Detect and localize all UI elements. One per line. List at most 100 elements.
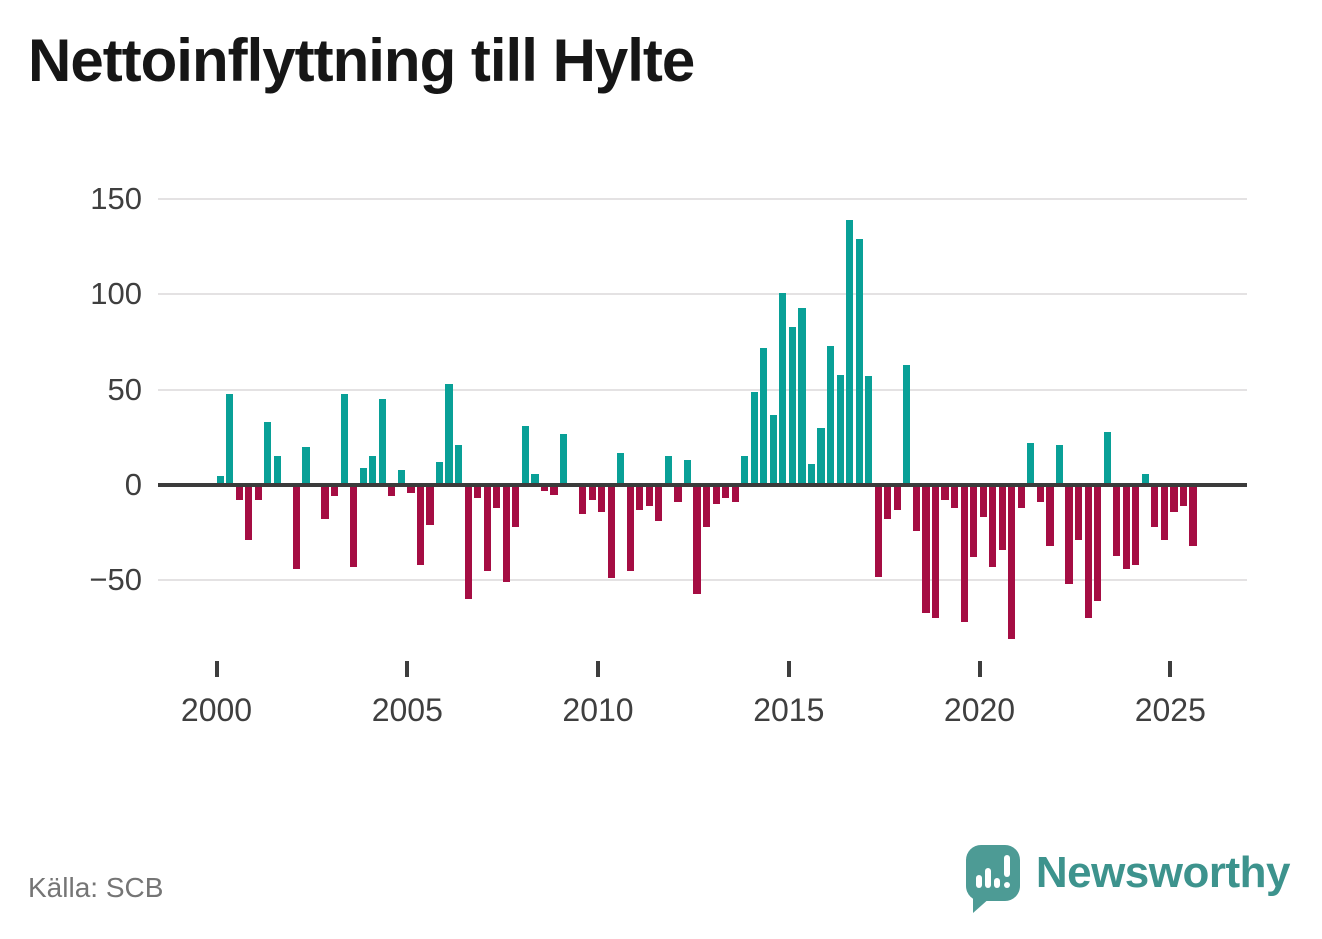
bar <box>550 485 558 495</box>
bar <box>273 456 281 485</box>
bar <box>645 485 653 506</box>
bar <box>254 485 262 501</box>
bar <box>540 485 549 491</box>
bar <box>855 239 863 485</box>
bar <box>617 452 625 485</box>
bar <box>1189 485 1197 546</box>
bar <box>807 464 816 485</box>
x-axis-tick <box>977 661 982 677</box>
logo-chart-bar <box>975 875 982 888</box>
bar <box>788 326 797 485</box>
zero-line <box>158 483 1247 487</box>
x-axis-tick <box>214 661 219 677</box>
bar <box>588 485 596 501</box>
bar <box>559 433 568 485</box>
y-axis-label: −50 <box>89 562 142 598</box>
bar <box>1046 485 1054 546</box>
logo-exclamation-dot <box>1003 882 1010 888</box>
x-axis-label: 2010 <box>562 692 634 728</box>
x-axis-tick <box>1168 661 1173 677</box>
bar <box>302 446 310 485</box>
bar <box>893 485 901 510</box>
bar <box>1179 485 1188 506</box>
bar <box>979 485 987 518</box>
bar <box>1170 485 1178 512</box>
y-axis-label: 50 <box>107 371 142 407</box>
bar <box>1141 473 1149 485</box>
bar <box>1160 485 1169 541</box>
bar <box>397 469 405 485</box>
bar <box>474 485 482 499</box>
chart-title: Nettoinflyttning till Hylte <box>28 27 695 94</box>
bar <box>760 347 768 485</box>
bar <box>598 485 606 512</box>
logo-chart-bar <box>993 878 1000 888</box>
x-axis-label: 2020 <box>943 692 1016 728</box>
bar <box>674 485 682 503</box>
bar <box>483 485 491 571</box>
bar <box>655 485 663 522</box>
bar <box>359 467 367 485</box>
bar <box>426 485 434 525</box>
bar <box>435 462 444 485</box>
bar <box>607 485 615 579</box>
bar <box>416 485 425 566</box>
bar <box>989 485 997 567</box>
bar <box>455 445 463 485</box>
bar <box>264 422 272 485</box>
bar <box>626 485 634 571</box>
bar <box>865 376 873 485</box>
logo-exclamation-icon <box>1003 855 1010 877</box>
y-axis-label: 150 <box>90 181 142 217</box>
bar <box>941 485 949 501</box>
bar <box>1055 445 1064 485</box>
bar <box>874 485 882 577</box>
bar <box>826 345 835 485</box>
bar <box>245 485 253 541</box>
bar <box>884 485 892 520</box>
x-axis-label: 2025 <box>1134 692 1206 728</box>
bar <box>731 485 739 503</box>
bar <box>1065 485 1073 585</box>
bar <box>970 485 978 558</box>
bar <box>321 485 329 520</box>
bar <box>369 456 377 485</box>
source-note: Källa: SCB <box>28 872 164 903</box>
bar <box>512 485 520 527</box>
bar <box>1074 485 1083 541</box>
brand-name: Newsworthy <box>1035 848 1291 897</box>
bar <box>331 485 339 497</box>
bar <box>1132 485 1140 566</box>
newsworthy-logo-icon <box>965 845 1020 913</box>
y-axis-label: 0 <box>124 467 142 502</box>
bar <box>836 374 844 485</box>
bar <box>1084 485 1092 619</box>
bar <box>1008 485 1016 640</box>
bar <box>950 485 959 508</box>
bar <box>779 292 787 485</box>
bar <box>445 384 453 485</box>
bar <box>798 307 806 485</box>
bar <box>750 391 758 485</box>
bar <box>1122 485 1130 569</box>
bar <box>235 485 243 501</box>
gridline <box>158 579 1247 582</box>
x-axis-label: 2005 <box>371 692 443 728</box>
bar <box>846 220 854 485</box>
bar <box>693 485 701 594</box>
y-axis-label: 100 <box>90 276 142 312</box>
bar <box>292 485 301 569</box>
bar <box>388 485 396 497</box>
bar <box>769 414 777 485</box>
bar <box>636 485 644 510</box>
bar <box>531 473 539 485</box>
bar <box>1017 485 1025 508</box>
bar <box>664 456 673 485</box>
bar <box>502 485 510 583</box>
logo-speech-tail <box>972 897 991 913</box>
newsworthy-logo: Newsworthy <box>965 838 1291 913</box>
bar <box>1151 485 1159 527</box>
x-axis-tick <box>596 661 600 677</box>
